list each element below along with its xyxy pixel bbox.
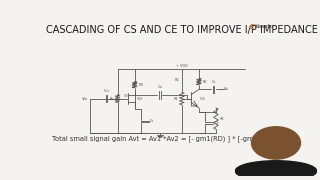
Text: RE: RE (220, 117, 225, 121)
Text: Cc: Cc (211, 80, 216, 84)
Text: VDS: VDS (137, 97, 143, 101)
Ellipse shape (235, 161, 317, 180)
Text: VGS: VGS (124, 94, 131, 98)
Text: CE: CE (214, 121, 219, 125)
Text: CASCADING OF CS AND CE TO IMPROVE I/P IMPEDANCE: CASCADING OF CS AND CE TO IMPROVE I/P IM… (46, 25, 318, 35)
Text: Vo: Vo (224, 87, 229, 91)
Text: Co: Co (157, 85, 162, 89)
Text: Cin: Cin (104, 89, 109, 93)
Text: Total small signal gain Avt = Av1 *Av2 = [- gm1(RD) ] * [-gm2(Rc)]: Total small signal gain Avt = Av1 *Av2 =… (52, 136, 274, 142)
Text: + VDD: + VDD (175, 64, 188, 68)
Text: Keedo: Keedo (254, 24, 273, 29)
Text: Rs: Rs (109, 97, 114, 101)
Circle shape (252, 127, 300, 159)
Text: R1: R1 (173, 97, 178, 101)
Text: RD: RD (139, 83, 144, 87)
Text: Cs: Cs (150, 119, 155, 123)
Text: VCE: VCE (200, 97, 206, 101)
Text: Vin: Vin (82, 97, 88, 101)
Text: RC: RC (203, 80, 208, 84)
Text: R2: R2 (175, 78, 180, 82)
Text: E: E (250, 24, 255, 30)
